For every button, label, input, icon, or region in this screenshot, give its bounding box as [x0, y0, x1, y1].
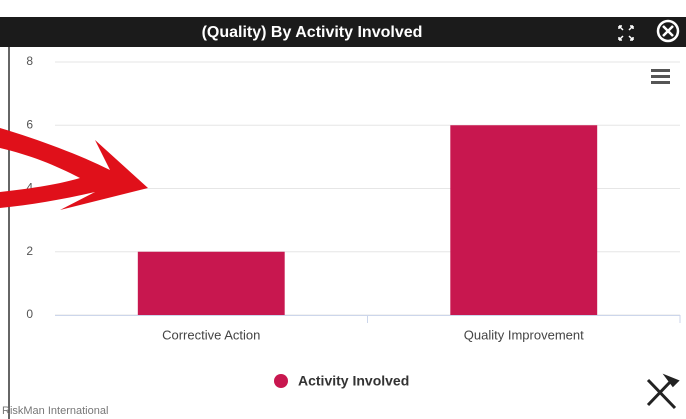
x-tick-label: Quality Improvement [464, 327, 584, 342]
y-tick-label: 4 [26, 181, 33, 195]
annotation-arrow [0, 128, 148, 210]
expand-icon[interactable] [618, 25, 634, 41]
y-tick-label: 6 [26, 117, 33, 131]
credit: RiskMan International [2, 405, 108, 417]
menu-icon[interactable] [651, 69, 670, 84]
bar [450, 125, 598, 315]
legend: Activity Involved [274, 373, 409, 389]
y-tick-label: 0 [26, 307, 33, 321]
y-tick-label: 2 [26, 244, 33, 258]
legend-marker [274, 374, 288, 388]
bar [137, 251, 285, 315]
close-icon[interactable] [656, 19, 680, 43]
legend-label: Activity Involved [298, 373, 409, 389]
chart-title: (Quality) By Activity Involved [202, 24, 423, 41]
plot-area: 0 2 4 6 8 Corrective Action Quality Improvemen… [26, 54, 681, 342]
tools-icon[interactable] [646, 373, 680, 410]
header-bar [0, 17, 686, 47]
x-tick-label: Corrective Action [162, 327, 260, 342]
y-tick-label: 8 [26, 54, 33, 68]
